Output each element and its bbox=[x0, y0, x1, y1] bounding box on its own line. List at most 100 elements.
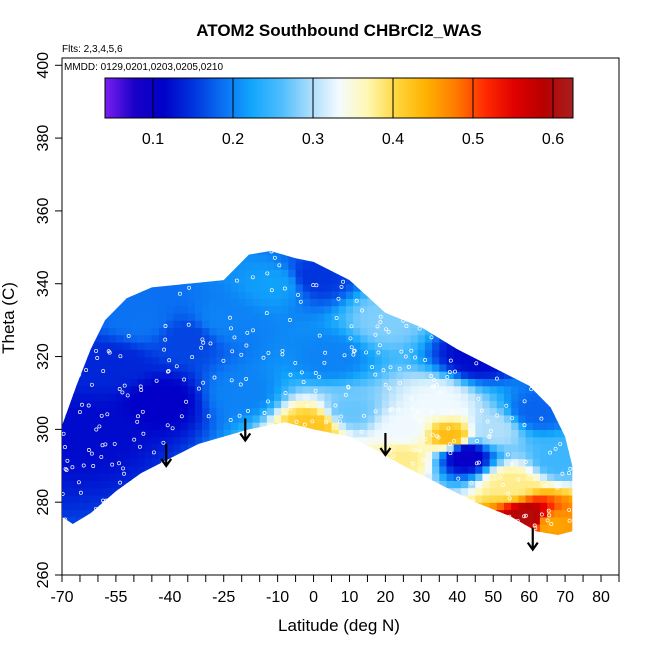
sample-point bbox=[251, 328, 255, 333]
heatmap-cell bbox=[562, 240, 570, 248]
heatmap-cell bbox=[310, 407, 318, 416]
heatmap-cell bbox=[266, 458, 275, 467]
sample-point bbox=[258, 430, 263, 435]
sample-point bbox=[139, 388, 144, 392]
heatmap-cell bbox=[223, 327, 232, 336]
sample-point bbox=[343, 392, 348, 397]
heatmap-cell bbox=[230, 291, 239, 299]
heatmap-cell bbox=[367, 502, 376, 511]
heatmap-cell bbox=[216, 494, 225, 503]
heatmap-cell bbox=[238, 443, 246, 452]
heatmap-cell bbox=[490, 240, 498, 248]
heatmap-cell bbox=[381, 283, 390, 292]
heatmap-cell bbox=[72, 342, 81, 350]
heatmap-cell bbox=[360, 276, 369, 285]
heatmap-cell bbox=[424, 509, 433, 518]
heatmap-cell bbox=[202, 487, 210, 496]
heatmap-cell bbox=[446, 480, 455, 489]
heatmap-cell bbox=[195, 502, 203, 511]
heatmap-cell bbox=[115, 305, 124, 314]
heatmap-cell bbox=[324, 276, 333, 285]
heatmap-cell bbox=[547, 269, 555, 278]
heatmap-cell bbox=[274, 458, 282, 467]
heatmap-cell bbox=[166, 371, 174, 379]
heatmap-cell bbox=[317, 291, 325, 299]
heatmap-cell bbox=[87, 298, 95, 307]
sample-point bbox=[456, 312, 461, 317]
heatmap-cell bbox=[80, 305, 88, 314]
heatmap-cell bbox=[80, 516, 88, 525]
sample-point bbox=[458, 290, 463, 295]
heatmap-cell bbox=[489, 283, 498, 292]
heatmap-cell bbox=[274, 291, 282, 299]
heatmap-cell bbox=[475, 487, 484, 496]
heatmap-cell bbox=[65, 254, 74, 263]
heatmap-cell bbox=[80, 509, 88, 518]
heatmap-cell bbox=[374, 393, 383, 401]
heatmap-cell bbox=[496, 487, 505, 496]
heatmap-cell bbox=[223, 516, 232, 525]
heatmap-cell bbox=[238, 414, 246, 423]
heatmap-cell bbox=[511, 400, 519, 409]
heatmap-cell bbox=[446, 414, 455, 423]
heatmap-cell bbox=[217, 240, 225, 248]
heatmap-cell bbox=[123, 342, 131, 350]
heatmap-cell bbox=[367, 516, 376, 525]
heatmap-cell bbox=[101, 320, 110, 328]
heatmap-cell bbox=[439, 393, 448, 401]
heatmap-cell bbox=[511, 334, 519, 343]
heatmap-cell bbox=[151, 422, 160, 430]
heatmap-cell bbox=[295, 487, 304, 496]
heatmap-cell bbox=[396, 524, 404, 532]
heatmap-cell bbox=[302, 371, 311, 379]
sample-point bbox=[287, 482, 292, 487]
heatmap-cell bbox=[439, 509, 448, 518]
heatmap-cell bbox=[259, 305, 268, 314]
heatmap-cell bbox=[317, 458, 325, 467]
heatmap-cell bbox=[281, 436, 289, 445]
heatmap-cell bbox=[65, 363, 74, 372]
heatmap-cell bbox=[403, 451, 412, 460]
colorbar-tick-label: 0.4 bbox=[382, 131, 404, 148]
heatmap-cell bbox=[396, 251, 404, 256]
heatmap-cell bbox=[403, 334, 412, 343]
sample-point bbox=[400, 466, 405, 471]
x-tick-label: 10 bbox=[341, 589, 359, 606]
heatmap-cell bbox=[115, 327, 124, 336]
sample-point bbox=[163, 337, 168, 342]
heatmap-cell bbox=[417, 371, 426, 379]
sample-point bbox=[412, 254, 417, 259]
heatmap-cell bbox=[108, 458, 117, 467]
heatmap-cell bbox=[245, 480, 254, 489]
heatmap-cell bbox=[317, 298, 325, 307]
heatmap-cell bbox=[245, 240, 253, 248]
sample-point bbox=[70, 465, 75, 470]
heatmap-cell bbox=[381, 305, 390, 314]
heatmap-cell bbox=[180, 487, 189, 496]
heatmap-cell bbox=[87, 407, 95, 416]
heatmap-cell bbox=[238, 531, 246, 535]
heatmap-cell bbox=[389, 283, 397, 292]
sample-point bbox=[376, 350, 381, 355]
heatmap-cell bbox=[288, 327, 297, 336]
flights-annotation: Flts: 2,3,4,5,6 bbox=[62, 44, 123, 55]
heatmap-cell bbox=[561, 363, 570, 372]
heatmap-cell bbox=[202, 251, 210, 256]
heatmap-cell bbox=[266, 509, 275, 518]
heatmap-cell bbox=[274, 429, 282, 438]
heatmap-cell bbox=[331, 327, 340, 336]
heatmap-cell bbox=[511, 458, 519, 467]
heatmap-cell bbox=[360, 458, 369, 467]
heatmap-cell bbox=[87, 363, 95, 372]
heatmap-cell bbox=[554, 531, 563, 535]
sample-point bbox=[94, 427, 99, 432]
heatmap-cell bbox=[497, 240, 505, 248]
heatmap-cell bbox=[94, 407, 103, 416]
heatmap-cell bbox=[446, 494, 455, 503]
heatmap-cell bbox=[403, 509, 412, 518]
heatmap-cell bbox=[123, 254, 131, 263]
heatmap-cell bbox=[310, 251, 318, 256]
sample-point bbox=[496, 274, 501, 279]
heatmap-cell bbox=[331, 298, 340, 307]
heatmap-cell bbox=[123, 502, 131, 511]
